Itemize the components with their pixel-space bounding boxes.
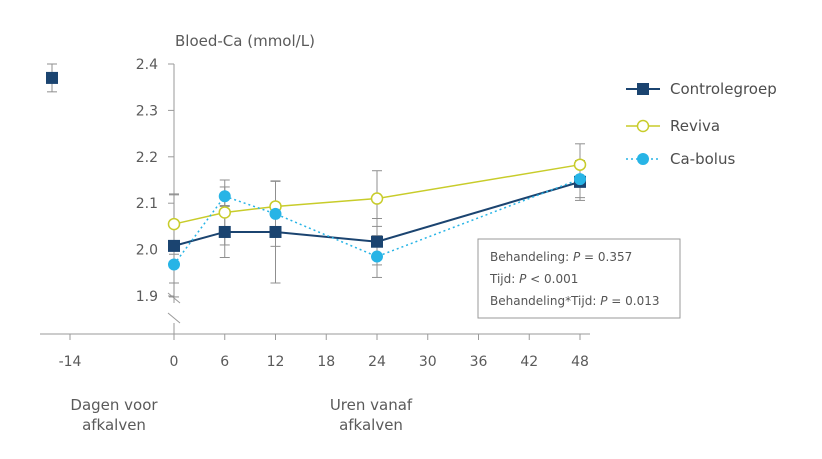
y-tick-label: 2.2 xyxy=(136,150,158,166)
data-point-reviva xyxy=(167,217,181,231)
statistics-box: Behandeling: P = 0.357 Tijd: P < 0.001 B… xyxy=(477,238,681,319)
x-tick-label: 24 xyxy=(368,354,386,370)
data-point-control xyxy=(269,225,282,238)
legend-label-reviva: Reviva xyxy=(670,117,720,135)
stat-treatment: Behandeling: P = 0.357 xyxy=(490,250,632,264)
data-point-control xyxy=(218,225,231,238)
series-markers xyxy=(46,71,587,271)
x-ticks: -14 0 6 12 18 24 30 36 42 48 xyxy=(59,334,589,370)
y-tick-label: 2.4 xyxy=(136,57,158,73)
x-tick-label: 0 xyxy=(170,354,179,370)
x-tick-label: 30 xyxy=(419,354,437,370)
x-caption-post-line1: Uren vanaf xyxy=(330,396,413,414)
x-tick-label: 42 xyxy=(520,354,538,370)
series-line-ca-bolus xyxy=(173,178,581,265)
x-tick-label: 36 xyxy=(470,354,488,370)
axis-break-2 xyxy=(167,312,181,324)
legend-label-bolus: Ca-bolus xyxy=(670,150,735,168)
y-ticks: 2.4 2.3 2.2 2.1 2.0 1.9 xyxy=(136,57,174,305)
legend-label-control: Controlegroep xyxy=(670,80,777,98)
legend-item-reviva: Reviva xyxy=(626,117,720,135)
statistics-box-border xyxy=(477,238,681,319)
x-tick-label: 18 xyxy=(317,354,335,370)
x-tick-label: 6 xyxy=(220,354,229,370)
stat-interaction: Behandeling*Tijd: P = 0.013 xyxy=(490,294,659,308)
x-tick-label: 48 xyxy=(571,354,589,370)
data-point-reviva xyxy=(370,192,384,205)
y-tick-label: 2.1 xyxy=(136,196,158,212)
x-caption-post-line2: afkalven xyxy=(339,416,403,434)
x-caption-pre-line1: Dagen voor xyxy=(70,396,158,414)
y-tick-label: 2.0 xyxy=(136,243,158,259)
legend-marker-reviva xyxy=(636,119,650,133)
legend-marker-bolus xyxy=(637,153,649,165)
legend-marker-control xyxy=(637,83,649,95)
data-point-control xyxy=(168,239,180,252)
data-point-bolus xyxy=(218,190,231,203)
y-tick-label: 1.9 xyxy=(136,289,158,305)
data-point-bolus xyxy=(574,173,586,186)
x-tick-label: 12 xyxy=(267,354,285,370)
legend-item-control: Controlegroep xyxy=(626,80,777,98)
data-point-bolus xyxy=(371,250,383,263)
data-point-reviva xyxy=(573,158,587,171)
data-point-bolus xyxy=(269,207,282,220)
data-point-control xyxy=(371,235,383,248)
legend-item-bolus: Ca-bolus xyxy=(626,150,735,168)
x-tick-label: -14 xyxy=(59,354,82,370)
x-caption-pre-line2: afkalven xyxy=(82,416,146,434)
y-axis-label: Bloed-Ca (mmol/L) xyxy=(175,32,315,50)
data-point-control xyxy=(46,71,58,84)
axis-break-1 xyxy=(167,292,181,304)
data-point-bolus xyxy=(168,258,180,271)
legend: Controlegroep Reviva Ca-bolus xyxy=(626,80,777,168)
data-point-reviva xyxy=(218,206,231,219)
y-tick-label: 2.3 xyxy=(136,103,158,119)
stat-time: Tijd: P < 0.001 xyxy=(489,272,578,286)
